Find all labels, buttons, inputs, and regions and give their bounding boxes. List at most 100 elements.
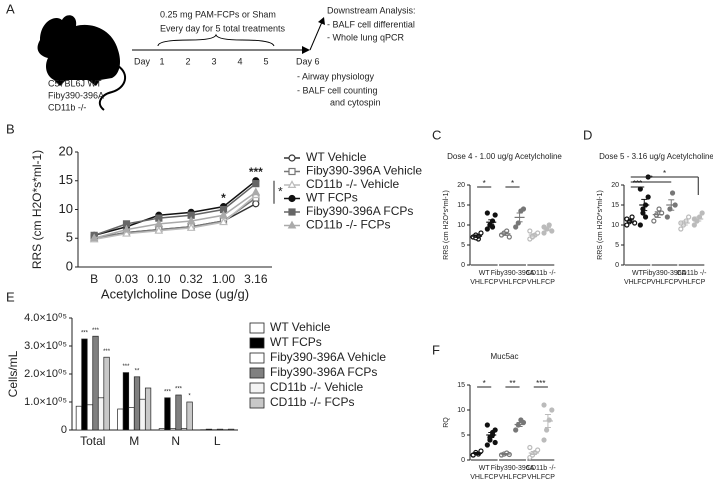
- sig-label: **: [509, 379, 515, 388]
- bar: [81, 338, 88, 431]
- sig-label: *: [649, 174, 652, 183]
- bar: [92, 335, 99, 431]
- downstream: - BALF cell differential: [327, 19, 415, 29]
- group-label: WT: [632, 270, 644, 277]
- x-axis-label: Acetylcholine Dose (ug/g): [101, 286, 249, 301]
- x-tick-label: VHL: [651, 279, 665, 286]
- annotation: ***: [122, 364, 130, 370]
- x-tick-label: VHL: [499, 279, 513, 286]
- group-label: CD11b -/-: [677, 270, 707, 277]
- y-tick-label: 15: [59, 172, 73, 187]
- marker: [640, 210, 646, 216]
- marker: [288, 154, 296, 162]
- bar: [175, 394, 182, 431]
- marker: [219, 210, 228, 219]
- panel-label: B: [6, 121, 15, 136]
- panel-a: C57BL6J WT Fiby390-396A CD11b -/- 0.25 m…: [37, 5, 416, 112]
- day: 1: [159, 56, 164, 66]
- y-tick-label: 0: [461, 262, 465, 269]
- x-tick-label: VHL: [470, 279, 484, 286]
- x-tick-label: FCP: [541, 474, 555, 481]
- x-tick-label: VHL: [678, 279, 692, 286]
- marker: [520, 206, 527, 212]
- x-tick-label: FCP: [637, 279, 651, 286]
- y-tick-label: 3.0×10⁰⁵: [24, 340, 67, 352]
- annotation: ***: [164, 389, 172, 395]
- mouse-tail: [98, 65, 127, 111]
- marker: [478, 230, 484, 236]
- marker: [506, 234, 512, 240]
- annotation: ***: [175, 387, 183, 393]
- mouse-icon: [37, 15, 120, 87]
- marker: [637, 222, 643, 228]
- marker: [89, 233, 99, 242]
- y-axis-label: RRS (cm H2O*s*ml-1): [597, 190, 604, 260]
- annotation: ***: [249, 165, 263, 179]
- strain: Fiby390-396A: [48, 90, 104, 100]
- group-label: Fiby390-396A: [491, 465, 535, 472]
- sig-label: ***: [633, 179, 642, 188]
- legend-label: WT Vehicle: [270, 320, 331, 334]
- marker: [484, 442, 490, 448]
- x-tick-label: FCP: [541, 279, 555, 286]
- x-tick-label: VHL: [470, 474, 484, 481]
- marker: [122, 224, 131, 233]
- series-line: [93, 183, 257, 237]
- x-tick-label: M: [129, 434, 139, 448]
- sig-label: *: [511, 179, 514, 188]
- series-line: [93, 180, 257, 237]
- marker: [251, 187, 261, 196]
- y-tick-label: 15: [611, 202, 619, 209]
- y-tick-label: 0: [615, 262, 619, 269]
- x-tick-label: 3.16: [244, 272, 268, 286]
- marker: [287, 180, 297, 188]
- legend-label: CD11b -/- FCPs: [306, 218, 390, 232]
- x-tick-label: L: [214, 434, 221, 448]
- marker: [651, 218, 657, 224]
- legend-label: Fiby390-396A FCPs: [306, 204, 413, 218]
- marker: [541, 230, 547, 236]
- y-tick-label: 1.0×10⁰⁵: [24, 396, 67, 408]
- x-tick-label: 1.00: [212, 272, 236, 286]
- y-axis-label: Cells/mL: [6, 350, 20, 397]
- annotation: **: [135, 368, 140, 374]
- y-tick-label: 20: [59, 143, 73, 158]
- marker: [219, 217, 228, 226]
- annotation: *: [188, 394, 191, 400]
- marker: [252, 200, 260, 208]
- marker: [527, 444, 533, 451]
- arrow: [302, 46, 310, 54]
- chart-title: Dose 5 - 3.16 ug/g Acetylcholine: [599, 152, 713, 161]
- x-tick-label: VHL: [624, 279, 638, 286]
- marker: [645, 194, 651, 200]
- marker: [288, 194, 296, 203]
- treatment: 0.25 mg PAM-FCPs or Sham: [160, 9, 276, 19]
- sig-label: *: [483, 179, 486, 188]
- marker: [186, 216, 196, 224]
- annotation: ***: [103, 349, 111, 355]
- marker: [691, 222, 697, 228]
- legend-swatch: [249, 367, 265, 379]
- bar: [186, 401, 193, 431]
- sig-label: ***: [536, 379, 545, 388]
- y-tick-label: 20: [457, 182, 465, 189]
- marker: [492, 439, 498, 446]
- x-tick-label: VHL: [527, 279, 541, 286]
- y-tick-label: 2.0×10⁰⁵: [24, 368, 67, 380]
- annotation: *: [221, 191, 226, 205]
- group-label: Fiby390-396A: [643, 270, 687, 277]
- y-tick-label: 0: [461, 457, 465, 464]
- marker: [686, 214, 692, 220]
- marker: [122, 228, 131, 237]
- bar: [103, 356, 110, 431]
- annotation: *: [278, 184, 283, 198]
- step: and cytospin: [330, 97, 381, 107]
- legend-label: CD11b -/- FCPs: [270, 395, 354, 409]
- y-tick-label: 20: [611, 182, 619, 189]
- x-tick-label: Total: [80, 434, 105, 448]
- bar: [164, 397, 171, 431]
- marker: [186, 223, 196, 231]
- annotation: ***: [81, 331, 89, 337]
- sig-label: *: [483, 379, 486, 388]
- marker: [546, 222, 552, 228]
